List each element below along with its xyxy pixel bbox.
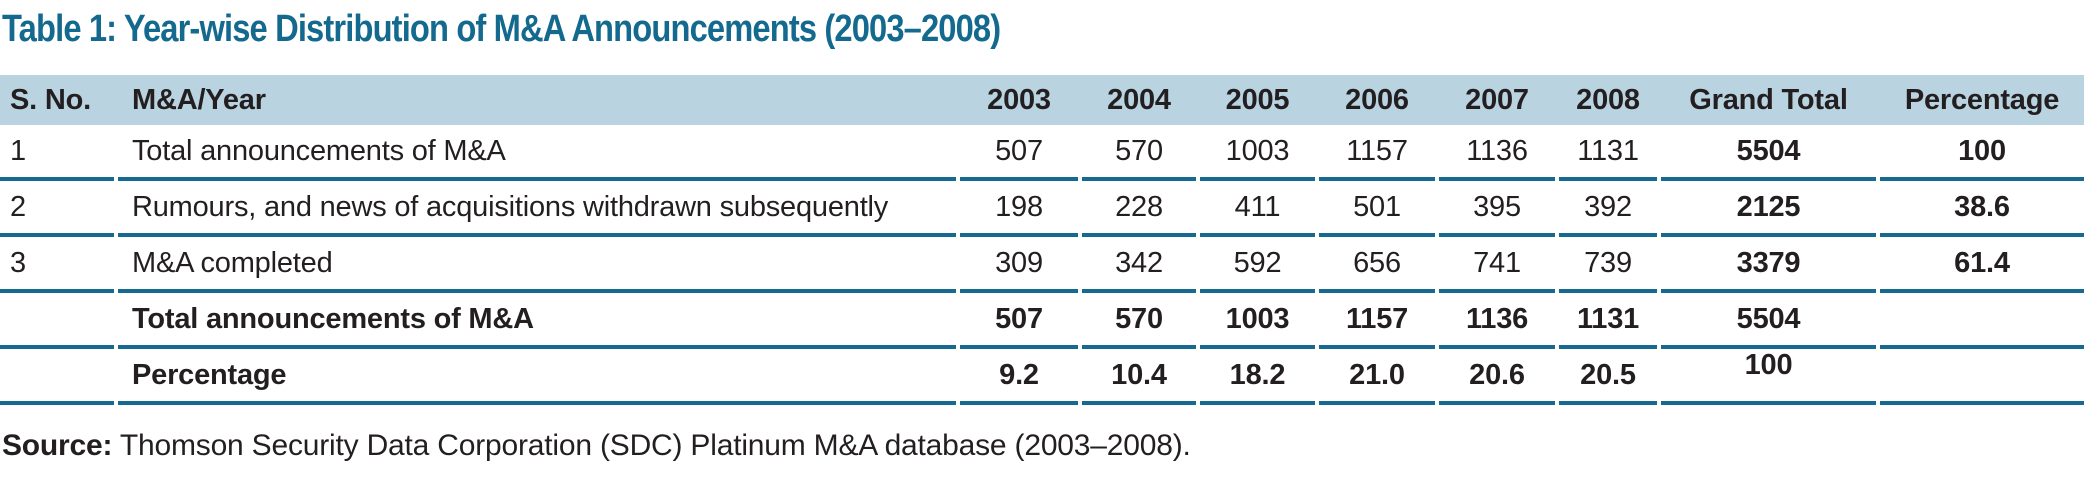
- cell-value: 392: [1559, 181, 1657, 237]
- cell-value: 1003: [1200, 293, 1315, 349]
- grand-total-cell: 2125: [1661, 181, 1876, 237]
- col-header-2003: 2003: [960, 75, 1082, 125]
- cell-value: 501: [1319, 181, 1435, 237]
- cell-value: 411: [1200, 181, 1315, 237]
- cell-value: 395: [1439, 181, 1555, 237]
- row-sno: 1: [0, 125, 114, 181]
- cell-value: 656: [1319, 237, 1435, 293]
- cell-value: 1136: [1439, 125, 1555, 181]
- table-row: 1 Total announcements of M&A 507 570 100…: [0, 125, 2084, 181]
- percentage-cell: 100: [1880, 125, 2084, 181]
- cell-value: 1131: [1559, 125, 1657, 181]
- source-note: Source: Thomson Security Data Corporatio…: [2, 429, 2084, 463]
- cell-value: 10.4: [1082, 349, 1196, 405]
- col-header-2007: 2007: [1439, 75, 1559, 125]
- cell-value: 1157: [1319, 125, 1435, 181]
- summary-row-percentage: Percentage 9.2 10.4 18.2 21.0 20.6 20.5 …: [0, 349, 2084, 405]
- cell-value: 309: [960, 237, 1078, 293]
- row-label: Total announcements of M&A: [118, 125, 956, 181]
- row-sno: 2: [0, 181, 114, 237]
- row-sno: [0, 349, 114, 405]
- grand-total-cell: 3379: [1661, 237, 1876, 293]
- cell-value: 9.2: [960, 349, 1078, 405]
- source-label: Source:: [2, 429, 113, 462]
- header-row: S. No. M&A/Year 2003 2004 2005 2006 2007…: [0, 75, 2084, 125]
- percentage-cell: [1880, 349, 2084, 405]
- summary-row-total: Total announcements of M&A 507 570 1003 …: [0, 293, 2084, 349]
- cell-value: 741: [1439, 237, 1555, 293]
- cell-value: 592: [1200, 237, 1315, 293]
- grand-total-cell: 5504: [1661, 293, 1876, 349]
- col-header-ma-year: M&A/Year: [118, 75, 960, 125]
- table-caption: Table 1: Year-wise Distribution of M&A A…: [2, 8, 1001, 50]
- cell-value: 507: [960, 293, 1078, 349]
- percentage-cell: 61.4: [1880, 237, 2084, 293]
- col-header-2005: 2005: [1200, 75, 1319, 125]
- col-header-2004: 2004: [1082, 75, 1200, 125]
- row-label: Rumours, and news of acquisitions withdr…: [118, 181, 956, 237]
- cell-value: 570: [1082, 125, 1196, 181]
- cell-value: 21.0: [1319, 349, 1435, 405]
- cell-value: 1136: [1439, 293, 1555, 349]
- grand-total-raised-value: 100: [1744, 348, 1793, 381]
- col-header-percentage: Percentage: [1880, 75, 2084, 125]
- cell-value: 20.6: [1439, 349, 1555, 405]
- col-header-grand-total: Grand Total: [1661, 75, 1880, 125]
- row-sno: [0, 293, 114, 349]
- cell-value: 507: [960, 125, 1078, 181]
- col-header-2008: 2008: [1559, 75, 1661, 125]
- table-row: 3 M&A completed 309 342 592 656 741 739 …: [0, 237, 2084, 293]
- percentage-cell: 38.6: [1880, 181, 2084, 237]
- col-header-sno: S. No.: [0, 75, 118, 125]
- cell-value: 570: [1082, 293, 1196, 349]
- cell-value: 739: [1559, 237, 1657, 293]
- cell-value: 1131: [1559, 293, 1657, 349]
- row-sno: 3: [0, 237, 114, 293]
- col-header-2006: 2006: [1319, 75, 1439, 125]
- cell-value: 342: [1082, 237, 1196, 293]
- cell-value: 228: [1082, 181, 1196, 237]
- row-label: Percentage: [118, 349, 956, 405]
- cell-value: 20.5: [1559, 349, 1657, 405]
- row-label: M&A completed: [118, 237, 956, 293]
- ma-distribution-table: S. No. M&A/Year 2003 2004 2005 2006 2007…: [0, 75, 2084, 405]
- cell-value: 18.2: [1200, 349, 1315, 405]
- source-text: Thomson Security Data Corporation (SDC) …: [119, 429, 1191, 462]
- grand-total-cell: 100: [1661, 349, 1876, 405]
- table-row: 2 Rumours, and news of acquisitions with…: [0, 181, 2084, 237]
- grand-total-cell: 5504: [1661, 125, 1876, 181]
- cell-value: 1157: [1319, 293, 1435, 349]
- cell-value: 1003: [1200, 125, 1315, 181]
- row-label: Total announcements of M&A: [118, 293, 956, 349]
- percentage-cell: [1880, 293, 2084, 349]
- cell-value: 198: [960, 181, 1078, 237]
